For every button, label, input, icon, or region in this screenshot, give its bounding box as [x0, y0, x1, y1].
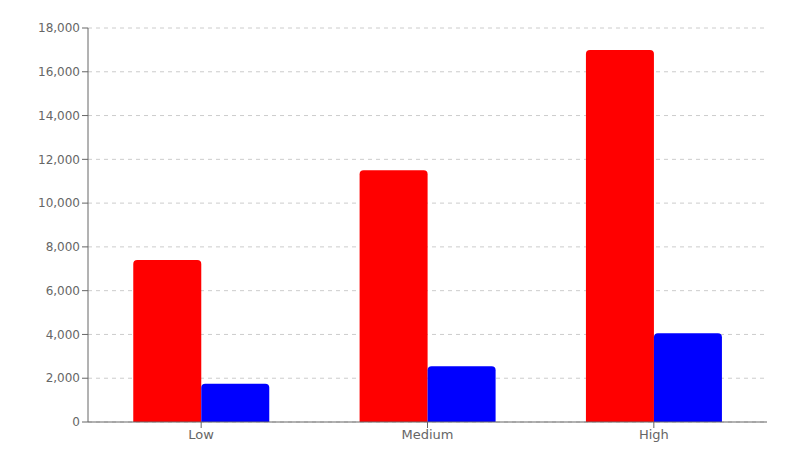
svg-text:0: 0 [72, 415, 80, 429]
svg-text:6,000: 6,000 [46, 284, 80, 298]
svg-text:4,000: 4,000 [46, 328, 80, 342]
svg-text:2,000: 2,000 [46, 371, 80, 385]
svg-text:High: High [639, 427, 669, 442]
svg-text:14,000: 14,000 [38, 109, 80, 123]
svg-text:Medium: Medium [402, 427, 454, 442]
svg-text:18,000: 18,000 [38, 21, 80, 35]
svg-text:Low: Low [188, 427, 214, 442]
svg-text:8,000: 8,000 [46, 240, 80, 254]
svg-text:16,000: 16,000 [38, 65, 80, 79]
svg-text:10,000: 10,000 [38, 196, 80, 210]
svg-text:12,000: 12,000 [38, 153, 80, 167]
